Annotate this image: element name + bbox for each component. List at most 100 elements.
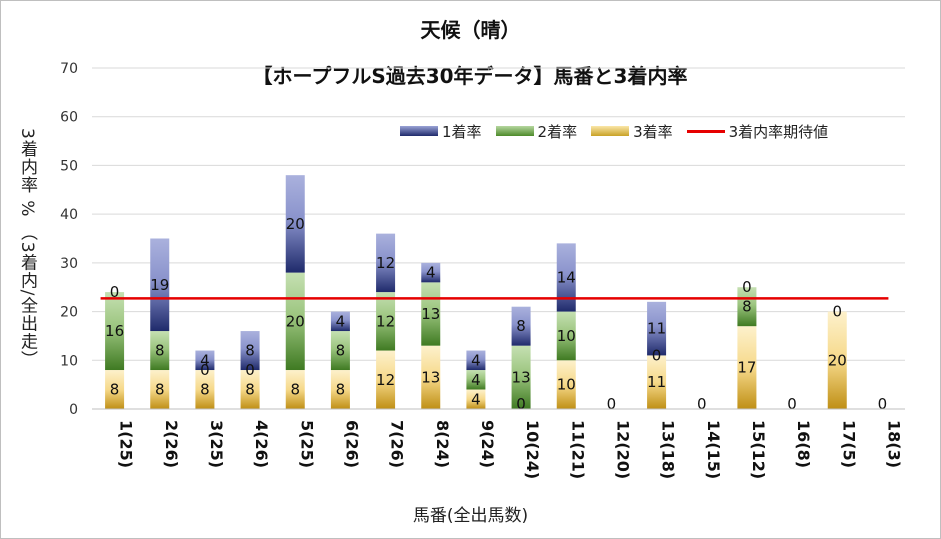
legend-item-third: 3着率 — [591, 121, 673, 142]
bar-segment — [647, 301, 667, 356]
x-tick-label: 13(18) — [659, 420, 678, 479]
x-tick-label: 6(26) — [342, 420, 361, 468]
bar-segment — [285, 272, 305, 371]
x-tick-label: 7(26) — [388, 420, 407, 468]
data-label: 19 — [150, 276, 169, 294]
legend-label-third: 3着率 — [633, 122, 673, 141]
data-label: 20 — [286, 312, 305, 330]
data-label: 17 — [737, 359, 756, 377]
x-tick-label: 4(26) — [252, 420, 271, 468]
bar-segment — [240, 331, 260, 371]
bar-segment — [195, 370, 215, 409]
bar-segment — [556, 360, 576, 409]
data-label: 8 — [245, 381, 255, 399]
bar-segment — [421, 262, 441, 283]
bar-segment — [285, 370, 305, 409]
legend: 1着率 2着率 3着率 3着内率期待値 — [400, 121, 842, 141]
legend-item-win: 1着率 — [400, 121, 482, 142]
bar-segment — [376, 233, 396, 293]
y-tick-label: 40 — [60, 207, 78, 223]
y-tick-label: 70 — [60, 61, 78, 77]
data-label: 0 — [652, 346, 662, 364]
data-label: 8 — [155, 342, 165, 360]
data-label: 12 — [376, 254, 395, 272]
data-label: 8 — [336, 381, 346, 399]
bar-segment — [511, 345, 531, 409]
data-label: 4 — [471, 371, 481, 389]
x-tick-label: 1(25) — [117, 420, 136, 468]
data-label: 0 — [110, 283, 120, 301]
y-tick-label: 10 — [60, 353, 78, 369]
data-label: 20 — [828, 351, 847, 369]
data-label: 11 — [647, 320, 666, 338]
bar-segment — [376, 292, 396, 351]
data-label: 8 — [516, 317, 526, 335]
legend-label-win: 1着率 — [442, 122, 482, 141]
bar-segment — [330, 331, 350, 371]
bar-segment — [466, 370, 486, 390]
data-label: 16 — [105, 322, 124, 340]
data-label: 4 — [336, 312, 346, 330]
data-label: 13 — [421, 368, 440, 386]
data-label: 4 — [471, 351, 481, 369]
data-label: 8 — [290, 381, 300, 399]
data-label: 4 — [426, 264, 436, 282]
bar-segment — [737, 326, 757, 409]
x-axis-label: 馬番(全出馬数) — [412, 506, 529, 526]
data-label: 0 — [200, 361, 210, 379]
bar-segment — [330, 370, 350, 409]
data-label: 0 — [697, 395, 707, 413]
bar-segment — [556, 311, 576, 361]
bar-segment — [466, 389, 486, 409]
data-label: 0 — [516, 395, 526, 413]
bar-segment — [421, 345, 441, 409]
y-tick-label: 30 — [60, 256, 78, 272]
data-label: 8 — [336, 342, 346, 360]
y-axis-label: 3着内率 % （3着内/全出走） — [17, 128, 37, 369]
data-label: 0 — [787, 395, 797, 413]
bar-segment — [150, 238, 170, 332]
data-label: 20 — [286, 215, 305, 233]
data-label: 13 — [512, 368, 531, 386]
data-label: 4 — [471, 390, 481, 408]
x-tick-label: 9(24) — [478, 420, 497, 468]
data-label: 4 — [200, 351, 210, 369]
legend-swatch-third — [591, 126, 630, 136]
x-tick-label: 5(25) — [297, 420, 316, 468]
data-label: 8 — [155, 381, 165, 399]
bar-segment — [105, 292, 125, 371]
bar-segment — [466, 350, 486, 371]
y-tick-label: 0 — [69, 402, 78, 418]
data-label: 8 — [200, 381, 210, 399]
chart-title: 天候（晴） — [420, 18, 521, 42]
legend-item-second: 2着率 — [495, 121, 578, 142]
legend-label-expected: 3着内率期待値 — [728, 122, 829, 141]
x-tick-label: 8(24) — [433, 420, 452, 468]
data-label: 10 — [557, 376, 576, 394]
bar-segment — [150, 370, 170, 409]
y-tick-label: 60 — [60, 110, 78, 126]
data-label: 8 — [245, 342, 255, 360]
data-label: 0 — [245, 361, 255, 379]
bar-segment — [285, 175, 305, 273]
bar-segment — [647, 355, 667, 409]
bar-segment — [105, 370, 125, 409]
x-tick-label: 11(21) — [568, 420, 587, 479]
bar-segment — [376, 350, 396, 409]
data-label: 13 — [421, 305, 440, 323]
x-tick-label: 16(8) — [794, 420, 813, 468]
legend-item-expected: 3着内率期待値 — [686, 121, 829, 142]
y-tick-label: 20 — [60, 305, 78, 321]
data-label: 0 — [607, 395, 617, 413]
data-label: 12 — [376, 371, 395, 389]
x-tick-label: 14(15) — [704, 420, 723, 479]
data-label: 10 — [557, 327, 576, 345]
data-label: 12 — [376, 312, 395, 330]
data-label: 0 — [878, 395, 888, 413]
legend-swatch-win — [400, 126, 438, 136]
x-tick-label: 18(3) — [884, 420, 903, 468]
legend-label-second: 2着率 — [537, 122, 578, 141]
bar-segment — [330, 311, 350, 332]
data-label: 8 — [742, 298, 752, 316]
